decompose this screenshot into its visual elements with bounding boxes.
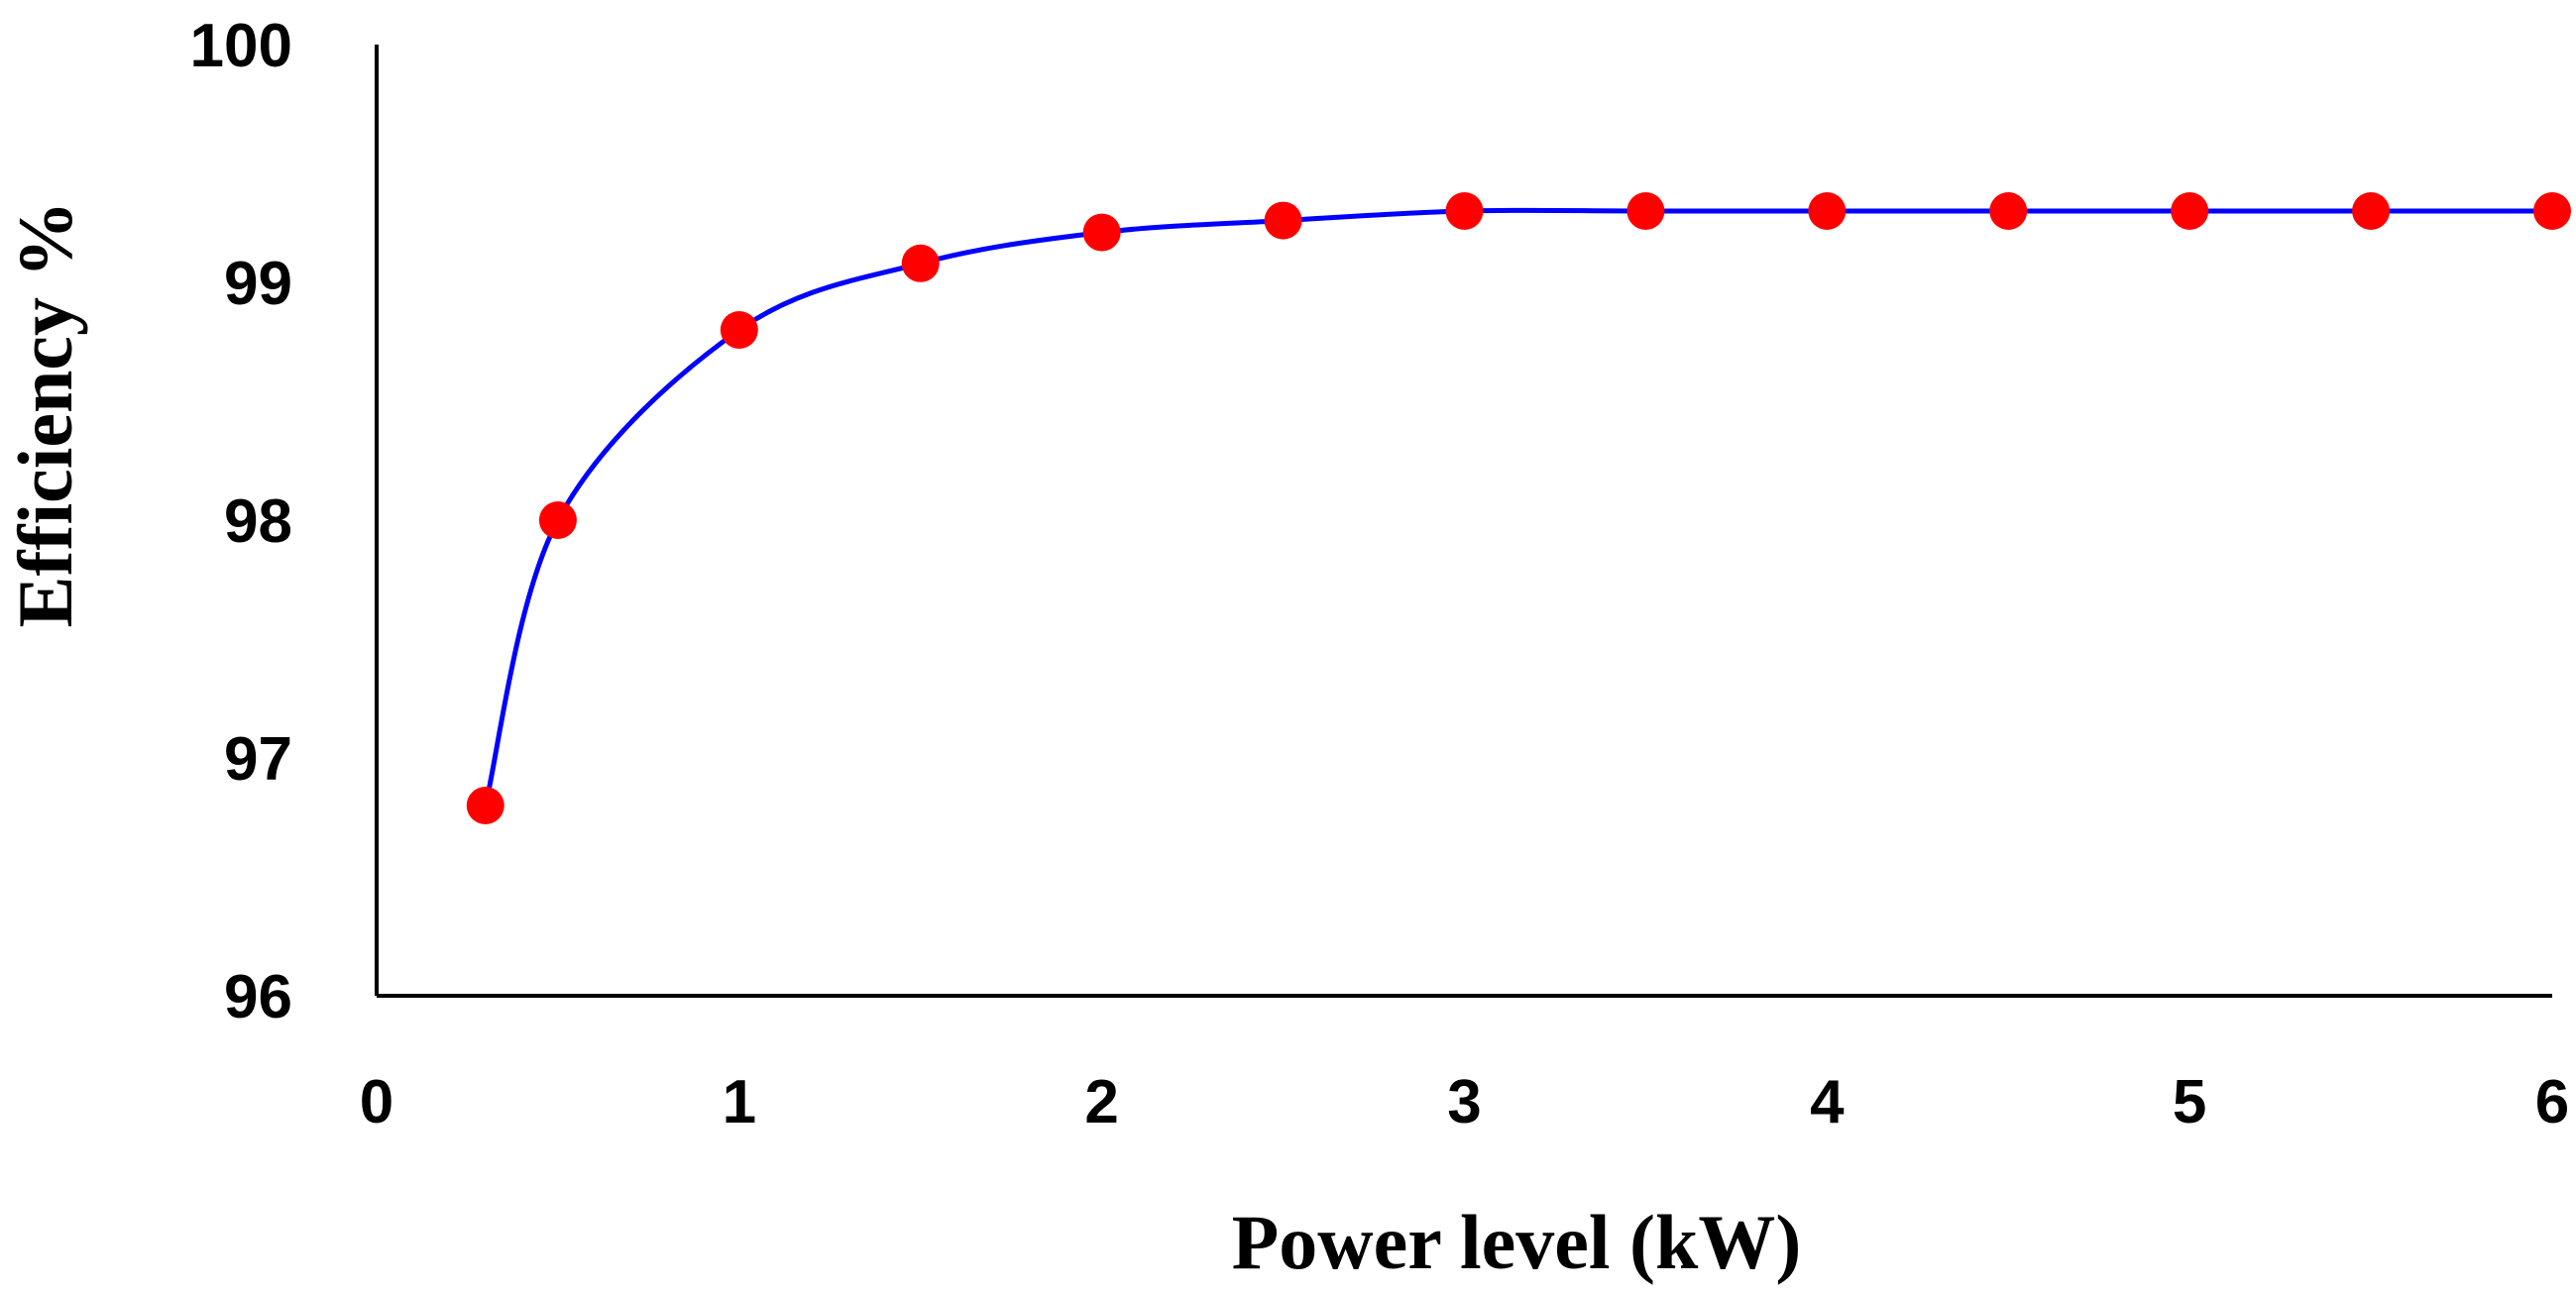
x-tick-label: 3 [1447, 1068, 1481, 1136]
y-tick-label: 97 [224, 725, 292, 794]
data-point [2352, 192, 2391, 230]
data-point [1808, 192, 1847, 230]
x-tick-label: 6 [2535, 1068, 2569, 1136]
data-point [720, 311, 758, 349]
data-point [538, 501, 577, 539]
data-point [466, 787, 504, 824]
data-point [1264, 201, 1302, 240]
data-point [1626, 192, 1665, 230]
y-tick-label: 99 [224, 250, 292, 318]
x-tick-label: 5 [2173, 1068, 2206, 1136]
y-tick-label: 100 [190, 12, 292, 80]
x-tick-label: 2 [1084, 1068, 1118, 1136]
y-tick-label: 96 [224, 963, 292, 1031]
series-layer [466, 192, 2571, 824]
data-point [2171, 192, 2209, 230]
x-axis-title: Power level (kW) [1232, 1199, 1802, 1285]
x-tick-label: 4 [1810, 1068, 1845, 1136]
data-point [1082, 213, 1121, 252]
y-axis-title: Efficiency % [2, 200, 88, 627]
x-tick-label: 0 [360, 1068, 393, 1136]
data-point [901, 244, 940, 282]
data-point [2533, 192, 2571, 230]
labels: Power level (kW) Efficiency % [2, 200, 1801, 1285]
data-point [1989, 192, 2028, 230]
axes: 0 1 2 3 4 5 6 96 97 98 99 100 [190, 12, 2570, 1136]
y-tick-label: 98 [224, 487, 292, 556]
x-tick-label: 1 [723, 1068, 756, 1136]
series-line [483, 207, 2552, 807]
data-point [1445, 192, 1484, 230]
